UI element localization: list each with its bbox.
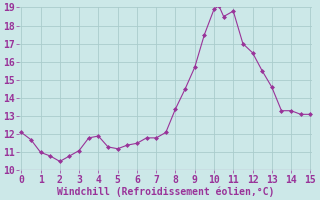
- X-axis label: Windchill (Refroidissement éolien,°C): Windchill (Refroidissement éolien,°C): [57, 186, 275, 197]
